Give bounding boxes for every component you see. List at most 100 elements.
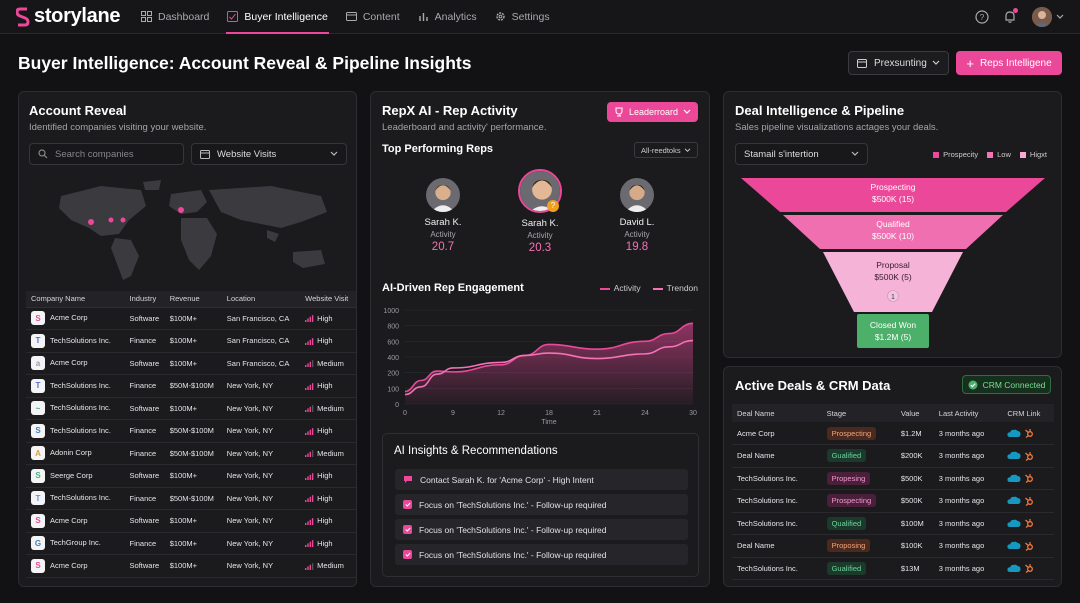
table-row[interactable]: T TechSolutions Inc. Finance $50M-$100M New …	[26, 374, 356, 398]
legend-item-low[interactable]: Low	[987, 150, 1011, 159]
salesforce-cloud-icon[interactable]	[1007, 451, 1021, 460]
table-row[interactable]: S Acme Corp Software $100M+ San Francisco, C…	[26, 307, 356, 330]
search-input[interactable]: Search companies	[29, 143, 184, 165]
nav-item-content[interactable]: Content	[337, 0, 409, 34]
hubspot-icon[interactable]	[1024, 428, 1034, 438]
legend-item-trendon[interactable]: Trendon	[652, 283, 698, 293]
visit-level: High	[317, 336, 333, 346]
help-icon[interactable]: ?	[972, 7, 992, 27]
column-header-value[interactable]: Value	[895, 404, 934, 422]
table-row[interactable]: TechSolutions Inc. Prospecting $500K 3 mont…	[732, 489, 1054, 513]
pipeline-select[interactable]: Stamail s'intertion	[735, 143, 868, 165]
table-row[interactable]: S Acme Corp Software $100M+ New York, NY High	[26, 509, 356, 533]
legend-item-activity[interactable]: Activity	[599, 283, 641, 293]
company-name: TechSolutions Inc.	[50, 493, 111, 503]
check-circle-icon	[968, 380, 978, 389]
storylane-logo[interactable]: storylane	[16, 5, 126, 28]
legend-label: Higxt	[1029, 150, 1047, 159]
visit-cell: High	[300, 509, 356, 533]
insight-item[interactable]: Focus on 'TechSolutions Inc.' - Follow-u…	[395, 544, 688, 565]
table-row[interactable]: Deal Name Gualified $200K 3 months ago	[732, 444, 1054, 468]
column-header-crm-link[interactable]: CRM Link	[1002, 404, 1054, 422]
column-header-industry[interactable]: Industry	[124, 291, 165, 308]
hubspot-icon[interactable]	[1024, 518, 1034, 529]
nav-item-buyer-intelligence[interactable]: Buyer Intelligence	[218, 0, 336, 34]
hubspot-icon[interactable]	[1024, 451, 1034, 461]
visits-filter-select[interactable]: Website Visits	[191, 143, 347, 165]
reps-intelligence-button[interactable]: + Reps Intelligene	[956, 51, 1062, 75]
visit-cell: Medium	[300, 352, 356, 375]
table-row[interactable]: Acme Corp Prospecting $1.2M 3 months ago	[732, 422, 1054, 445]
nav-item-analytics[interactable]: Analytics	[409, 0, 486, 34]
funnel-stage-closed-won[interactable]	[857, 314, 929, 348]
column-header-last-activity[interactable]: Last Activity	[933, 404, 1003, 422]
pipeline-legend: Prospecity Low Higxt	[924, 150, 1047, 159]
crm-link-cell	[1002, 557, 1054, 580]
hubspot-icon[interactable]	[1024, 563, 1034, 574]
date-range-button[interactable]: Prexsunting	[848, 51, 949, 75]
funnel-stage-qualified[interactable]	[783, 215, 1003, 249]
column-header-deal-name[interactable]: Deal Name	[732, 404, 822, 422]
user-avatar[interactable]	[1032, 6, 1052, 27]
hubspot-icon[interactable]	[1024, 496, 1034, 506]
signal-icon	[305, 450, 314, 458]
table-row[interactable]: a Acme Corp Software $100M+ San Francisco, C…	[26, 352, 356, 375]
salesforce-cloud-icon[interactable]	[1007, 564, 1021, 573]
insight-item[interactable]: Focus on 'TechSolutions Inc.' - Follow-u…	[395, 519, 688, 540]
signal-icon	[305, 472, 314, 480]
salesforce-cloud-icon[interactable]	[1007, 474, 1021, 483]
salesforce-cloud-icon[interactable]	[1007, 429, 1021, 438]
visit-level: High	[317, 516, 333, 526]
engagement-chart[interactable]: 0 100 200 400 600 800 1000 0 9 12 18 21 24 30 Time	[371, 302, 709, 426]
nav-item-settings[interactable]: Settings	[486, 0, 559, 34]
table-row[interactable]: G TechGroup Inc. Finance $100M+ New York, NY…	[26, 532, 356, 555]
table-row[interactable]: S Acme Corp Software $100M+ New York, NY Medi…	[26, 554, 356, 578]
pipeline-funnel[interactable]: Prospecting $500K (15) Qualified $500K (10)…	[724, 172, 1061, 352]
funnel-stage-proposal[interactable]	[823, 252, 963, 312]
stage-badge: Qualified	[826, 516, 867, 530]
insight-item[interactable]: Contact Sarah K. for 'Acme Corp' - High …	[395, 469, 688, 490]
company-logo-icon: S	[31, 423, 45, 438]
funnel-stage-prospecting[interactable]	[741, 178, 1045, 212]
visit-level: High	[317, 426, 333, 436]
rep-name: Sarah K.	[521, 218, 559, 229]
rep-card-3[interactable]: David L. Activity 19.8	[597, 178, 677, 253]
table-row[interactable]: T TechSolutions Inc. Finance $100M+ San Fran…	[26, 329, 356, 353]
insight-item[interactable]: Focus on 'TechSolutions Inc.' - Follow-u…	[395, 494, 688, 515]
funnel-stage-name: Prospecting	[871, 182, 916, 192]
column-header-stage[interactable]: Stage	[821, 404, 896, 422]
world-map[interactable]	[31, 176, 349, 284]
notification-bell-icon[interactable]	[1000, 7, 1020, 27]
table-row[interactable]: A Adonin Corp Finance $50M-$100M New York, N…	[26, 442, 356, 465]
hubspot-icon[interactable]	[1024, 473, 1034, 484]
column-header-location[interactable]: Location	[221, 291, 301, 308]
table-row[interactable]: TechSolutions Inc. Qualified $100M 3 months…	[732, 512, 1054, 535]
column-header-revenue[interactable]: Revenue	[164, 291, 222, 308]
leaderboard-button[interactable]: Leaderroard	[607, 102, 698, 122]
legend-swatch	[933, 152, 940, 159]
table-row[interactable]: ~ TechSolutions Inc. Software $100M+ New Yor…	[26, 397, 356, 420]
salesforce-cloud-icon[interactable]	[1007, 496, 1021, 505]
legend-item-higxt[interactable]: Higxt	[1019, 150, 1047, 159]
table-row[interactable]: TechSolutions Inc. Gualified $13M 3 months …	[732, 557, 1054, 580]
column-header-website-visit[interactable]: Website Visit	[300, 291, 356, 308]
company-cell: G TechGroup Inc.	[26, 532, 125, 555]
table-row[interactable]: S TechSolutions Inc. Finance $50M-$100M New …	[26, 419, 356, 443]
account-reveal-title: Account Reveal	[29, 103, 127, 118]
reps-filter-select[interactable]: All-reedtoks	[634, 142, 698, 158]
table-row[interactable]: Deal Name Proposing $100K 3 months ago	[732, 534, 1054, 558]
salesforce-cloud-icon[interactable]	[1007, 541, 1021, 550]
rep-card-2[interactable]: ? Sarah K. Activity 20.3	[500, 169, 580, 254]
chevron-down-icon[interactable]	[1056, 14, 1064, 20]
rep-card-1[interactable]: Sarah K. Activity 20.7	[403, 178, 483, 253]
legend-label: Prospecity	[943, 150, 979, 159]
table-row[interactable]: T TechSolutions Inc. Finance $50M-$100M New …	[26, 487, 356, 510]
hubspot-icon[interactable]	[1024, 541, 1034, 551]
nav-item-dashboard[interactable]: Dashboard	[132, 0, 218, 34]
legend-item-prospecity[interactable]: Prospecity	[933, 150, 978, 159]
column-header-company-name[interactable]: Company Name	[26, 291, 125, 308]
crm-status-badge[interactable]: CRM Connected	[962, 375, 1051, 394]
salesforce-cloud-icon[interactable]	[1007, 519, 1021, 528]
table-row[interactable]: S Seerge Corp Software $100M+ New York, NY Hi…	[26, 464, 356, 488]
table-row[interactable]: TechSolutions Inc. Propesing $500K 3 months…	[732, 467, 1054, 490]
